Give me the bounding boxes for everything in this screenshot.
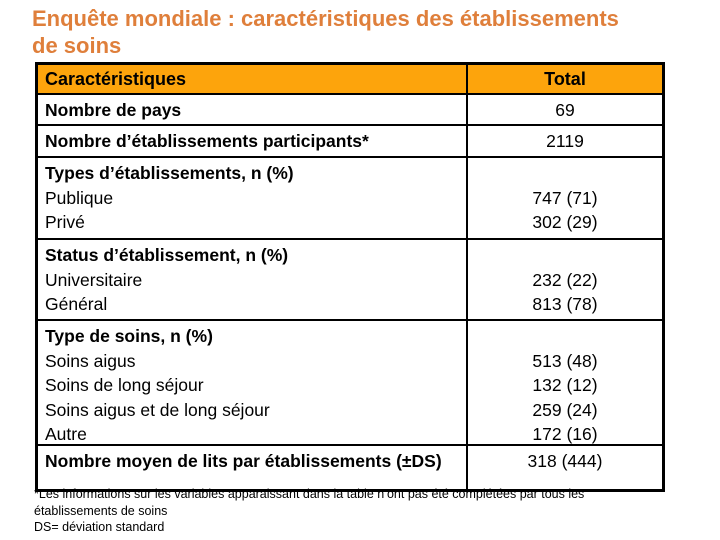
row-values: 232 (22) 813 (78) <box>532 269 598 315</box>
row-label: Nombre d’établissements participants* <box>45 131 369 151</box>
row-label: Types d’établissements, n (%) <box>45 163 294 183</box>
row-sub-items: Universitaire Général <box>45 269 143 315</box>
row-label: Nombre moyen de lits par établissements … <box>45 451 442 471</box>
header-col-total: Total <box>544 69 586 89</box>
row-label: Type de soins, n (%) <box>45 326 213 346</box>
row-label-cell: Nombre moyen de lits par établissements … <box>38 446 468 489</box>
table-row-types-etablissements: Types d’établissements, n (%) Publique P… <box>38 158 662 240</box>
table-row-status-etablissement: Status d’établissement, n (%) Universita… <box>38 240 662 321</box>
row-values: 318 (444) <box>527 451 603 471</box>
row-label-cell: Nombre d’établissements participants* <box>38 126 468 156</box>
footnote: *Les informations sur les variables appa… <box>34 487 585 534</box>
row-label-cell: Types d’établissements, n (%) Publique P… <box>38 158 468 238</box>
table-row-nombre-moyen-lits: Nombre moyen de lits par établissements … <box>38 446 662 489</box>
row-sub-items: Soins aigus Soins de long séjour Soins a… <box>45 350 270 445</box>
table-header-row: Caractéristiques Total <box>38 65 662 95</box>
table-row-nombre-pays: Nombre de pays 69 <box>38 95 662 126</box>
facilities-table: Caractéristiques Total Nombre de pays 69… <box>35 62 665 492</box>
row-label-cell: Type de soins, n (%) Soins aigus Soins d… <box>38 321 468 444</box>
row-values: 513 (48) 132 (12) 259 (24) 172 (16) <box>532 350 598 445</box>
slide-title: Enquête mondiale : caractéristiques des … <box>32 6 619 58</box>
row-values: 69 <box>555 100 575 120</box>
row-values: 2119 <box>546 131 584 151</box>
row-label: Nombre de pays <box>45 100 182 120</box>
table-row-type-de-soins: Type de soins, n (%) Soins aigus Soins d… <box>38 321 662 446</box>
row-label-cell: Nombre de pays <box>38 95 468 124</box>
row-sub-items: Publique Privé <box>45 187 114 233</box>
header-col-caracteristiques: Caractéristiques <box>38 65 468 93</box>
row-values: 747 (71) 302 (29) <box>532 187 598 233</box>
row-label: Status d’établissement, n (%) <box>45 245 289 265</box>
row-label-cell: Status d’établissement, n (%) Universita… <box>38 240 468 319</box>
table-row-etablissements-participants: Nombre d’établissements participants* 21… <box>38 126 662 158</box>
